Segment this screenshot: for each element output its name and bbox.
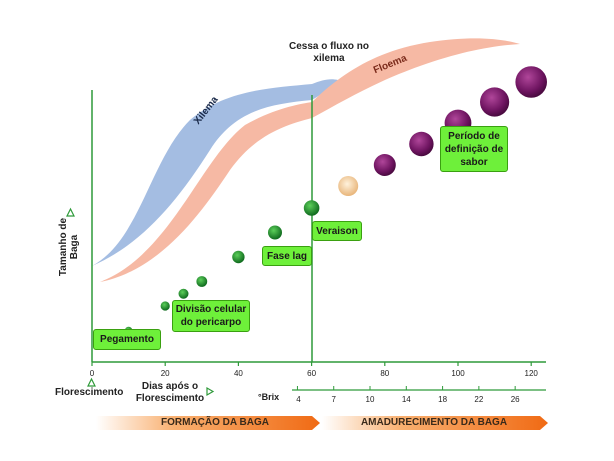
green-berry <box>303 200 320 216</box>
green-berry <box>178 288 189 299</box>
fruit-set-label: Pegamento <box>93 329 161 350</box>
day-tick-label: 60 <box>307 369 316 378</box>
day-tick-label: 80 <box>380 369 389 378</box>
brix-tick-label: 14 <box>402 395 411 404</box>
green-berry <box>268 225 282 240</box>
ripening-phase-bar <box>322 416 548 430</box>
purple-berry <box>409 131 434 157</box>
y-axis-label: Tamanho de Baga <box>58 217 80 277</box>
brix-tick-label: 22 <box>474 395 483 404</box>
lag-phase-label: Fase lag <box>262 246 312 266</box>
flowering-triangle-icon <box>87 377 96 387</box>
purple-berry <box>373 154 396 176</box>
green-berry <box>196 276 208 287</box>
green-berry <box>232 250 245 264</box>
flavor-period-label: Período de definição de sabor <box>440 126 508 172</box>
day-tick-label: 20 <box>161 369 170 378</box>
brix-tick-label: 18 <box>438 395 447 404</box>
brix-ticks: 4 7 10 14 18 22 26 <box>296 386 520 404</box>
ripening-phase-label: AMADURECIMENTO DA BAGA <box>360 417 508 428</box>
purple-berry <box>480 87 510 117</box>
brix-tick-label: 4 <box>296 395 301 404</box>
day-tick-label: 120 <box>525 369 539 378</box>
veraison-berry <box>338 176 359 196</box>
brix-tick-label: 26 <box>511 395 520 404</box>
x-axis-triangle-icon <box>206 386 215 397</box>
cell-division-label: Divisão celular do pericarpo <box>172 300 250 332</box>
day-tick-label: 100 <box>451 369 465 378</box>
day-tick-label: 0 <box>90 369 95 378</box>
flow-stop-label: Cessa o fluxo no xilema <box>288 41 369 64</box>
formation-phase-label: FORMAÇÃO DA BAGA <box>161 417 269 428</box>
brix-tick-label: 10 <box>366 395 375 404</box>
green-berry <box>160 301 170 311</box>
y-axis-triangle-icon <box>66 207 75 217</box>
formation-phase-bar <box>96 416 320 430</box>
xylem-band <box>92 79 338 266</box>
flowering-label: Florescimento <box>55 387 124 398</box>
purple-berry <box>515 66 547 98</box>
veraison-label: Veraison <box>312 221 362 241</box>
phloem-band <box>100 38 520 282</box>
brix-label: °Brix <box>258 392 280 402</box>
day-tick-label: 40 <box>234 369 243 378</box>
brix-tick-label: 7 <box>332 395 337 404</box>
days-ticks: 0 20 40 60 80 100 120 <box>90 362 539 378</box>
x-axis-label: Dias após o Florescimento <box>135 381 205 404</box>
